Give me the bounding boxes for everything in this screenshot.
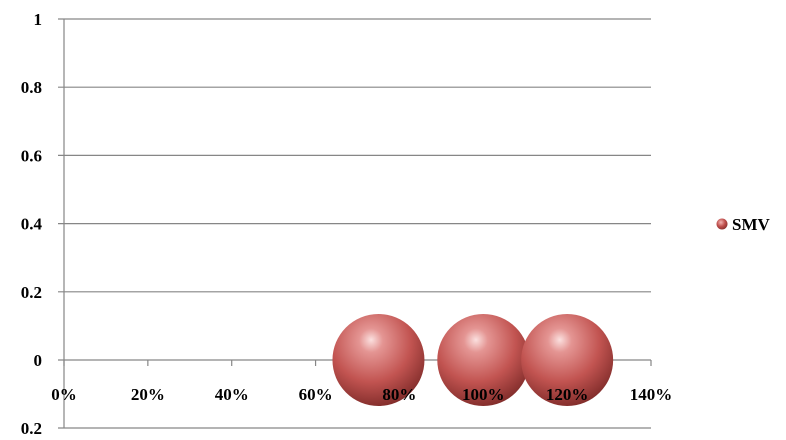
- bubble-series: [332, 314, 614, 406]
- bubble: [521, 314, 614, 406]
- x-tick-label: 100%: [462, 385, 505, 404]
- y-tick-label: 0.2: [21, 283, 42, 302]
- x-axis-tick-labels: 0% 20% 40% 60% 80% 100% 120% 140%: [51, 385, 672, 404]
- x-tick-label: 140%: [630, 385, 673, 404]
- legend: SMV: [716, 215, 771, 234]
- y-tick-label: 1: [34, 10, 43, 29]
- y-tick-label: 0.4: [21, 215, 43, 234]
- x-tick-label: 120%: [546, 385, 589, 404]
- y-tick-label: 0.6: [21, 146, 42, 165]
- bubble: [437, 314, 530, 406]
- x-tick-label: 80%: [382, 385, 416, 404]
- y-tick-label: 0.2: [21, 419, 42, 438]
- y-axis-tick-labels: 1 0.8 0.6 0.4 0.2 0 0.2: [21, 10, 43, 438]
- x-tick-label: 40%: [215, 385, 249, 404]
- x-tick-label: 20%: [131, 385, 165, 404]
- legend-label: SMV: [732, 215, 771, 234]
- y-tick-label: 0.8: [21, 78, 42, 97]
- x-tick-label: 60%: [299, 385, 333, 404]
- y-tick-label: 0: [34, 351, 43, 370]
- x-tick-label: 0%: [51, 385, 77, 404]
- bubble: [332, 314, 425, 406]
- legend-marker: [716, 218, 728, 230]
